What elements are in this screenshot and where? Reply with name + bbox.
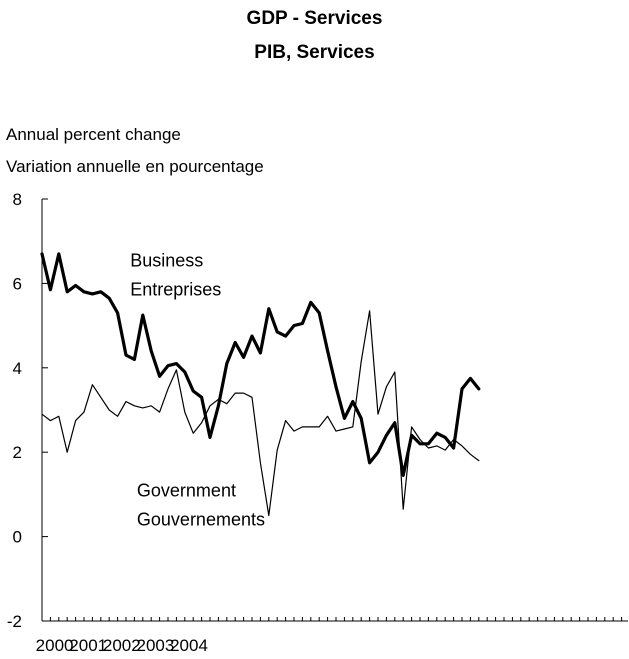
government-series-label: Government	[137, 481, 236, 501]
business-series-label: Business	[130, 251, 203, 271]
y-tick-label: 8	[13, 190, 22, 209]
business-series-line	[40, 252, 481, 477]
government-series-label: Gouvernements	[137, 510, 265, 530]
y-axis-label-french: Variation annuelle en pourcentage	[6, 157, 264, 176]
x-tick-label: 2002	[103, 636, 141, 655]
x-tick-label: 2001	[69, 636, 107, 655]
y-tick-label: 0	[13, 528, 22, 547]
x-tick-label: 2004	[170, 636, 208, 655]
y-tick-label: 6	[13, 274, 22, 293]
series-lines	[40, 252, 481, 517]
chart-subtitle: PIB, Services	[254, 42, 375, 63]
y-axis-label-english: Annual percent change	[6, 125, 181, 144]
business-series-label: Entreprises	[130, 280, 221, 300]
y-tick-label: -2	[7, 612, 22, 631]
government-series-line	[41, 310, 480, 517]
series-labels: Business Entreprises Government Gouvernemen…	[130, 251, 265, 530]
chart-title: GDP - Services	[246, 8, 383, 29]
x-tick-label: 2000	[36, 636, 74, 655]
y-tick-label: 2	[13, 443, 22, 462]
y-tick-label: 4	[13, 359, 22, 378]
x-tick-label: 2003	[136, 636, 174, 655]
